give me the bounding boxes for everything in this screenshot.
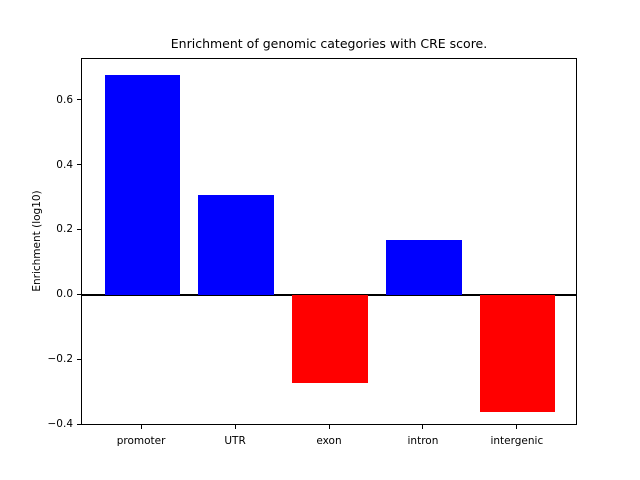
y-tick-label: 0.0 xyxy=(56,288,73,301)
x-tick-label-intergenic: intergenic xyxy=(490,435,544,447)
y-tick xyxy=(77,293,81,295)
x-tick-label-UTR: UTR xyxy=(224,435,246,447)
y-axis-label: Enrichment (log10) xyxy=(31,190,43,292)
y-tick-label: 0.6 xyxy=(56,93,73,106)
plot-area xyxy=(81,58,577,425)
y-tick xyxy=(77,164,81,166)
y-tick xyxy=(77,99,81,101)
y-tick-label: 0.4 xyxy=(56,158,73,171)
y-tick-label: 0.2 xyxy=(56,223,73,236)
bar-promoter xyxy=(104,74,180,296)
x-tick xyxy=(234,425,236,429)
y-tick xyxy=(77,358,81,360)
x-tick-label-intron: intron xyxy=(407,435,439,447)
chart-title: Enrichment of genomic categories with CR… xyxy=(170,36,488,51)
bar-intergenic xyxy=(480,295,556,413)
bar-exon xyxy=(292,295,368,384)
bar-intron xyxy=(386,240,462,296)
x-tick xyxy=(422,425,424,429)
x-tick-label-exon: exon xyxy=(316,435,342,447)
y-tick-label: −0.2 xyxy=(47,353,74,366)
y-tick xyxy=(77,423,81,425)
x-tick-label-promoter: promoter xyxy=(116,435,166,447)
x-tick xyxy=(328,425,330,429)
y-tick-label: −0.4 xyxy=(47,418,74,431)
y-tick xyxy=(77,228,81,230)
x-tick xyxy=(516,425,518,429)
x-tick xyxy=(140,425,142,429)
bar-UTR xyxy=(198,194,274,296)
